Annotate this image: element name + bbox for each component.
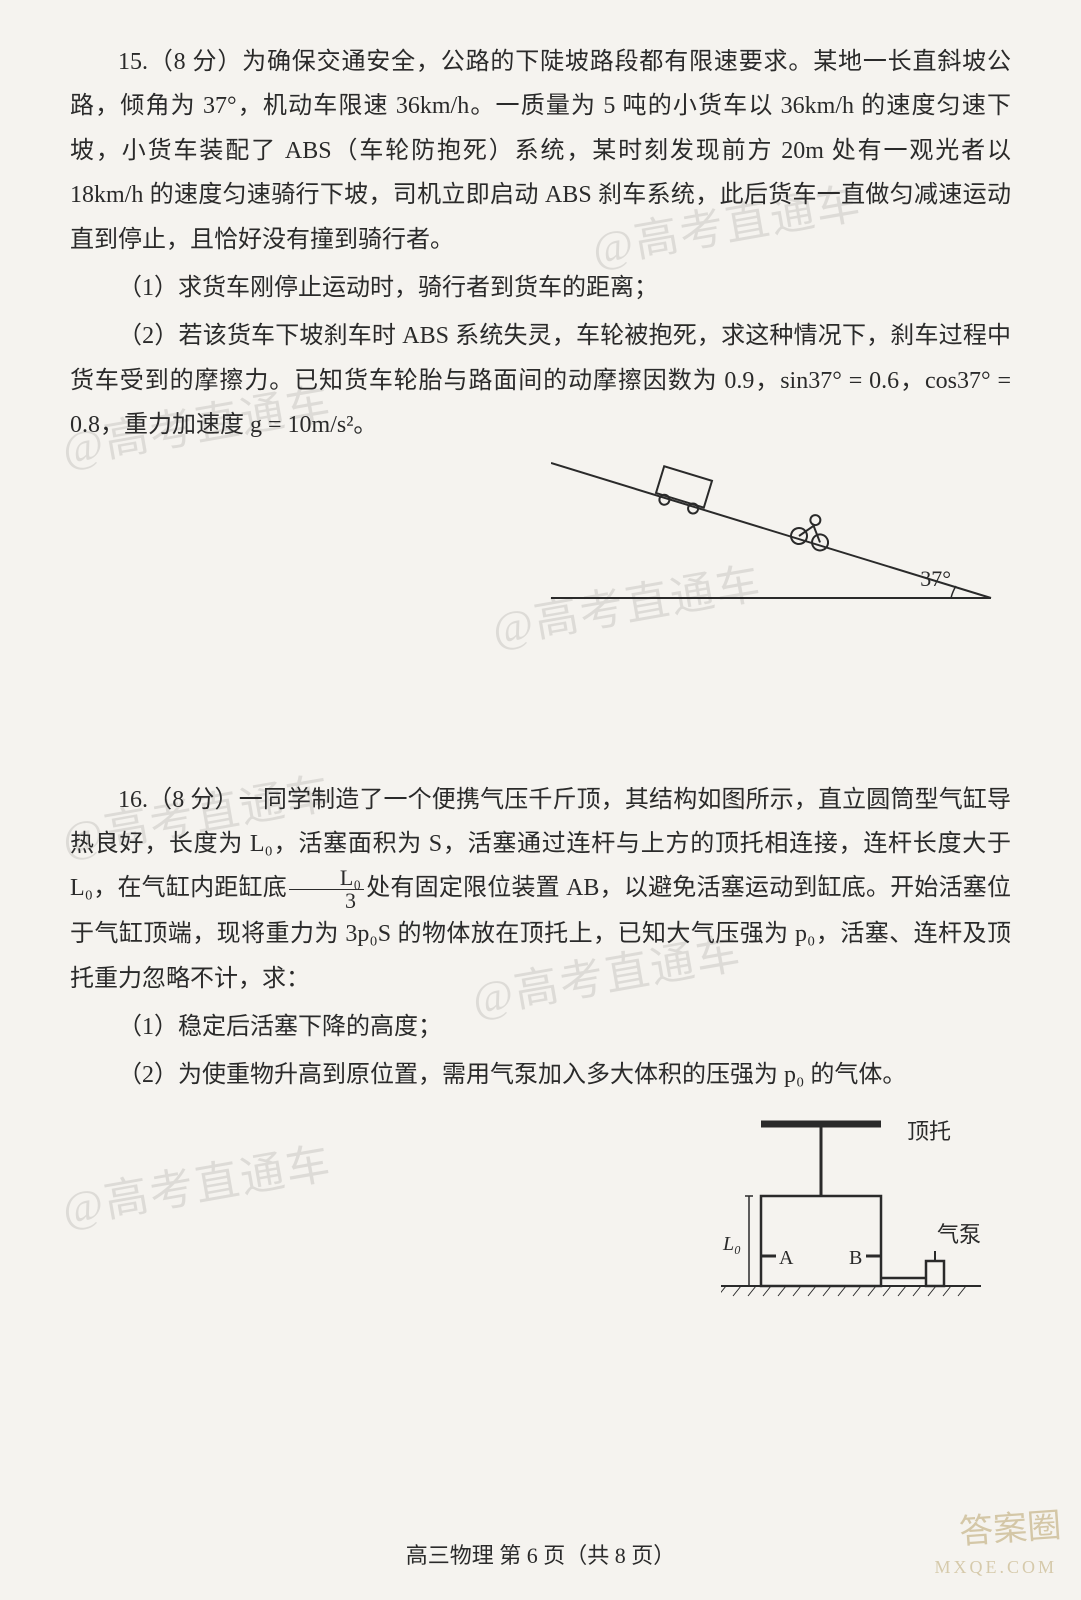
q16-body: 16.（8 分）一同学制造了一个便携气压千斤顶，其结构如图所示，直立圆筒型气缸导… (70, 778, 1011, 1002)
label-B: B (849, 1240, 862, 1277)
exam-page: 15.（8 分）为确保交通安全，公路的下陡坡路段都有限速要求。某地一长直斜坡公路… (0, 0, 1081, 1336)
frac-den: 3 (289, 890, 364, 912)
angle-label: 37° (920, 559, 951, 600)
q15-body: 15.（8 分）为确保交通安全，公路的下陡坡路段都有限速要求。某地一长直斜坡公路… (70, 40, 1011, 262)
q16-diagram: 顶托 气泵 L₀ A B (721, 1106, 981, 1306)
q16-sub1: （1）稳定后活塞下降的高度； (70, 1005, 1011, 1049)
q15-sub2: （2）若该货车下坡刹车时 ABS 系统失灵，车轮被抱死，求这种情况下，刹车过程中… (70, 314, 1011, 447)
corner-stamp: 答案圈 (957, 1498, 1062, 1554)
corner-sub: MXQE.COM (934, 1557, 1057, 1578)
page-footer: 高三物理 第 6 页（共 8 页） (0, 1538, 1081, 1570)
q15-diagram: 37° (551, 458, 1001, 618)
label-A: A (779, 1240, 793, 1277)
q16-sub2: （2）为使重物升高到原位置，需用气泵加入多大体积的压强为 p₀ 的气体。 (70, 1053, 1011, 1097)
q15-sub1: （1）求货车刚停止运动时，骑行者到货车的距离； (70, 266, 1011, 310)
label-pump: 气泵 (937, 1215, 981, 1256)
label-top: 顶托 (907, 1112, 951, 1153)
frac-num: L₀ (289, 867, 364, 890)
label-L0: L₀ (723, 1226, 741, 1263)
